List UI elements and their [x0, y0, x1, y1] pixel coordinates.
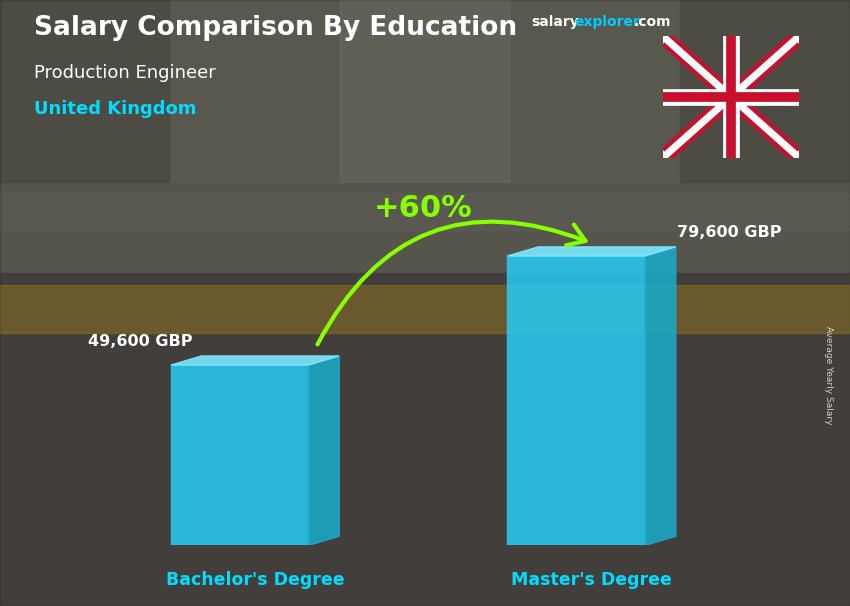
Text: explorer: explorer	[575, 15, 641, 29]
Polygon shape	[309, 356, 339, 545]
Bar	[0, 285, 850, 333]
Text: 79,600 GBP: 79,600 GBP	[677, 225, 781, 239]
Bar	[0, 0, 170, 182]
Text: Master's Degree: Master's Degree	[511, 571, 672, 589]
Text: Bachelor's Degree: Bachelor's Degree	[166, 571, 344, 589]
Text: +60%: +60%	[374, 194, 473, 223]
Text: 49,600 GBP: 49,600 GBP	[88, 334, 192, 348]
FancyArrowPatch shape	[318, 222, 586, 344]
Bar	[0, 194, 850, 230]
Bar	[170, 0, 340, 182]
Bar	[680, 0, 850, 182]
Bar	[0, 0, 850, 273]
Text: salary: salary	[531, 15, 579, 29]
Bar	[510, 0, 680, 182]
Text: Average Yearly Salary: Average Yearly Salary	[824, 327, 833, 425]
Bar	[0, 273, 850, 606]
Polygon shape	[171, 356, 339, 365]
Bar	[340, 0, 510, 182]
Text: United Kingdom: United Kingdom	[34, 100, 196, 118]
Polygon shape	[507, 256, 645, 545]
Polygon shape	[171, 365, 309, 545]
Polygon shape	[645, 247, 676, 545]
Text: .com: .com	[633, 15, 671, 29]
Polygon shape	[507, 247, 676, 256]
Text: Salary Comparison By Education: Salary Comparison By Education	[34, 15, 517, 41]
Text: Production Engineer: Production Engineer	[34, 64, 216, 82]
